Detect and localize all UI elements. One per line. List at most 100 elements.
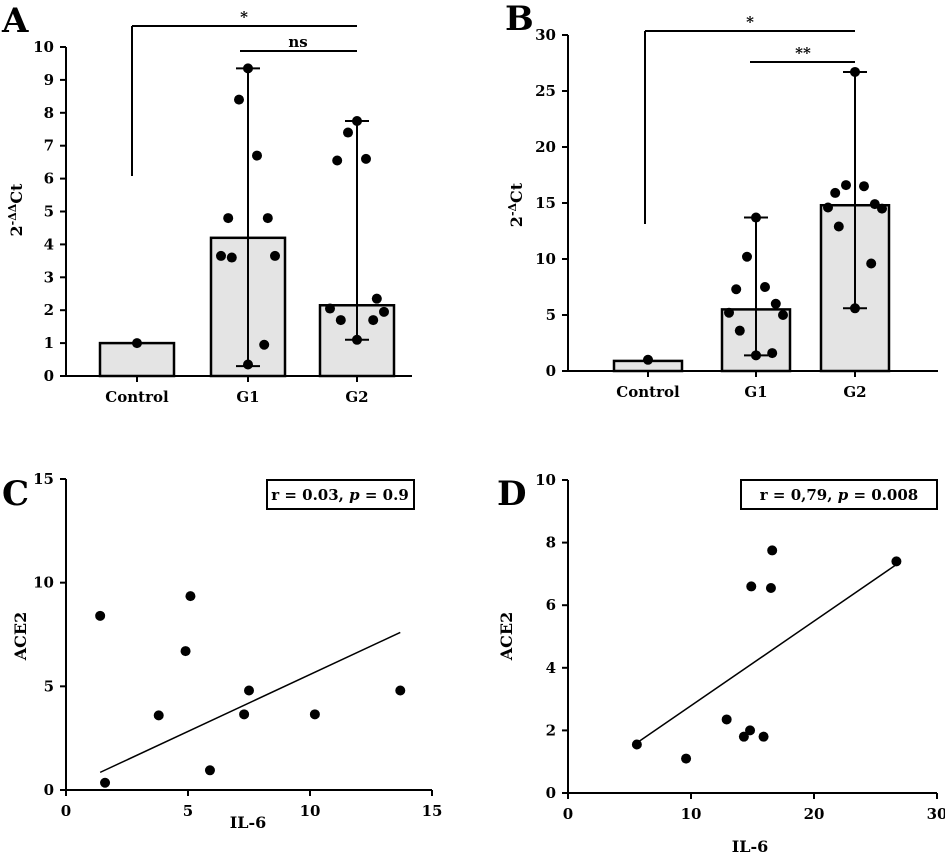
- panel-b-y-tick-label: 30: [535, 26, 556, 44]
- panel-d-stat-box: r = 0,79, p = 0.008: [740, 479, 938, 510]
- panel-d-data-point: [765, 582, 776, 593]
- panel-b-y-tick-label: 15: [535, 194, 556, 212]
- panel-a-data-point: [243, 63, 253, 74]
- panel-a-data-point: [226, 252, 237, 263]
- panel-d-x-tick-label: 0: [563, 805, 573, 823]
- panel-b-data-point: [742, 251, 752, 262]
- panel-b-y-tick-label: 10: [535, 250, 556, 268]
- panel-a-data-point: [325, 303, 335, 314]
- panel-d-axes: 0 2 4 6 8 10 0 10 20 30: [535, 471, 945, 823]
- panel-b-x-tick-label: G1: [744, 383, 767, 401]
- panel-c-data-point: [153, 710, 164, 721]
- panel-a: A 2-ΔΔCt 0 1 2 3 4 5 6 7 8 9 10 Control G1 G2 * ns: [1, 1, 412, 406]
- panel-b-data-point: [734, 325, 745, 336]
- panel-a-data-point: [252, 150, 262, 161]
- panel-a-data-point: [361, 153, 371, 164]
- panel-d-y-tick-label: 4: [546, 659, 556, 677]
- panel-b-y-tick-label: 5: [546, 306, 556, 324]
- panel-b-data-point: [770, 298, 781, 309]
- panel-b-data-point: [859, 181, 869, 192]
- panel-a-data-point: [259, 339, 270, 350]
- panel-c-data-point: [204, 765, 215, 776]
- panel-b-x-tick-label: G2: [843, 383, 866, 401]
- panel-b-data-point: [731, 284, 742, 295]
- panel-a-data-point: [132, 338, 142, 349]
- panel-a-sig-label: ns: [288, 33, 307, 51]
- panel-b-data-point: [877, 203, 887, 214]
- panel-b-data-point: [830, 187, 841, 198]
- panel-b-data-point: [850, 66, 860, 77]
- panel-d: D ACE2 IL-6 r = 0,79, p = 0.008 02468100…: [497, 471, 945, 856]
- panel-b-data-point: [778, 310, 788, 320]
- panel-b-data-point: [841, 180, 851, 191]
- panel-a-data-point: [368, 315, 379, 326]
- panel-d-x-tick-label: 10: [681, 805, 702, 823]
- panel-b-y-tick-label: 20: [535, 138, 556, 156]
- panel-d-y-tick-label: 6: [546, 596, 556, 614]
- panel-b-sig-label: **: [795, 44, 811, 62]
- panel-c-x-tick-label: 5: [183, 802, 193, 820]
- panel-b-data-point: [866, 258, 877, 269]
- panel-c-data-point: [95, 610, 106, 621]
- panel-c-data-point: [239, 709, 250, 720]
- panel-a-data-point: [243, 359, 253, 370]
- panel-d-data-point: [745, 725, 756, 736]
- panel-d-data-point: [681, 753, 692, 764]
- panel-b-data-point: [850, 303, 860, 314]
- panel-b-data-point: [751, 350, 761, 361]
- panel-b-data-point: [724, 307, 734, 318]
- panel-a-sig-label: *: [240, 8, 248, 26]
- panel-c-x-tick-label: 10: [300, 802, 321, 820]
- panel-a-data-point: [262, 213, 273, 224]
- panel-d-data-point: [891, 556, 902, 567]
- panel-d-data-point: [631, 739, 642, 750]
- panel-a-x-tick-label: Control: [105, 388, 169, 406]
- panel-b-data-point: [767, 348, 778, 359]
- panel-c-y-tick-label: 5: [44, 677, 54, 695]
- panel-a-x-tick-label: G1: [236, 388, 259, 406]
- panel-d-letter: D: [497, 474, 526, 514]
- panel-a-bar: [98, 341, 176, 378]
- panel-c-stat-box: r = 0.03, p = 0.9: [266, 479, 415, 510]
- panel-d-x-tick-label: 20: [804, 805, 825, 823]
- panel-d-y-tick-label: 8: [546, 534, 556, 552]
- panel-a-data-point: [332, 155, 343, 166]
- panel-a-x-tick-label: G2: [345, 388, 368, 406]
- panel-d-y-tick-label: 2: [546, 721, 556, 739]
- panel-b-data-point: [643, 354, 653, 365]
- panel-a-y-tick-label: 0: [44, 367, 54, 385]
- panel-c-data-point: [309, 709, 320, 720]
- panel-b-y-tick-label: 25: [535, 82, 556, 100]
- panel-a-data-point: [234, 94, 244, 105]
- panel-a-y-tick-label: 7: [44, 137, 54, 155]
- panel-a-data-point: [335, 315, 346, 326]
- panel-d-data-point: [758, 731, 769, 742]
- panel-c-fit-line: [99, 631, 401, 774]
- panel-a-axes: 0 1 2 3 4 5 6 7 8 9 10 Control G1 G2 * ns: [33, 8, 412, 406]
- panel-a-y-tick-label: 9: [44, 71, 54, 89]
- panel-a-y-tick-label: 4: [44, 235, 54, 253]
- panel-c-y-tick-label: 0: [44, 781, 54, 799]
- panel-c: C ACE2 IL-6 r = 0.03, p = 0.9 0 5 10 15 0 5 10…: [2, 470, 442, 832]
- panel-a-data-point: [223, 213, 234, 224]
- panel-d-data-point: [746, 581, 757, 592]
- panel-b-x-tick-label: Control: [616, 383, 680, 401]
- panel-c-data-point: [180, 646, 191, 657]
- panel-a-data-point: [352, 334, 362, 345]
- panel-a-data-point: [352, 116, 362, 127]
- panel-c-x-axis-label: IL-6: [230, 813, 267, 832]
- panel-b-data-point: [869, 199, 880, 210]
- panel-a-data-point: [371, 293, 382, 304]
- panel-a-letter: A: [1, 1, 29, 41]
- panel-c-y-tick-label: 10: [33, 574, 54, 592]
- panel-b-sig-label: *: [746, 13, 754, 31]
- panel-d-x-axis-label: IL-6: [732, 837, 769, 856]
- panel-a-data-point: [343, 127, 353, 138]
- panel-b-letter: B: [505, 0, 534, 39]
- panel-d-data-point: [767, 545, 778, 556]
- panel-c-data-point: [185, 591, 196, 602]
- panel-d-y-axis-label: ACE2: [497, 612, 516, 661]
